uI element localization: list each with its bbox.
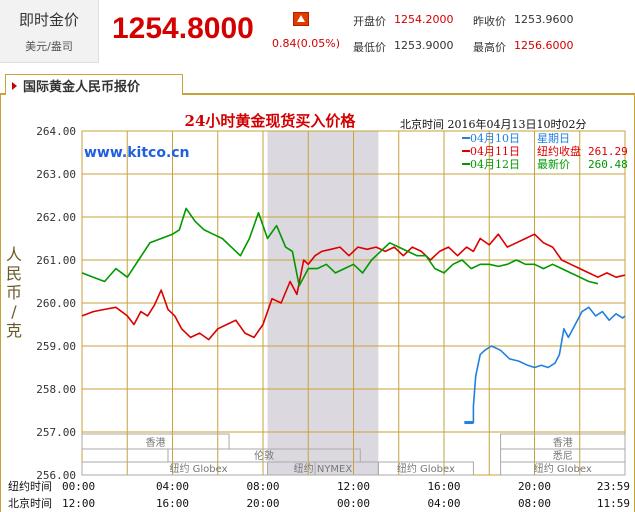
x-tick-bj: 11:59 — [597, 497, 630, 510]
quote-title: 即时金价 — [18, 11, 79, 29]
panel-border-left — [0, 95, 1, 512]
current-price: 1254.8000 — [112, 12, 254, 45]
chart-subtitle: 北京时间 2016年04月13日10时02分 — [400, 117, 586, 131]
y-tick-label: 257.00 — [36, 426, 76, 439]
y-tick-label: 262.00 — [36, 211, 76, 224]
x-tick-bj: 04:00 — [427, 497, 460, 510]
high-label: 最高价 — [473, 41, 506, 54]
row-label-ny: 纽约时间 — [8, 479, 52, 493]
y-tick-label: 259.00 — [36, 340, 76, 353]
y-axis-label-char: 币 — [6, 283, 22, 302]
session-label: 伦敦 — [254, 449, 274, 462]
x-tick-ny: 04:00 — [156, 480, 189, 493]
legend-date: 04月12日 — [470, 158, 520, 171]
open-value: 1254.2000 — [394, 13, 454, 26]
x-tick-bj: 12:00 — [62, 497, 95, 510]
x-tick-ny: 00:00 — [62, 480, 95, 493]
y-tick-label: 258.00 — [36, 383, 76, 396]
x-tick-bj: 08:00 — [518, 497, 551, 510]
y-tick-label: 260.00 — [36, 297, 76, 310]
x-tick-ny: 08:00 — [246, 480, 279, 493]
legend-value: 260.48 — [588, 158, 628, 171]
y-axis-label-char: 人 — [6, 245, 22, 264]
prev-close-label: 昨收价 — [473, 15, 506, 28]
legend-value: 261.29 — [588, 145, 628, 158]
y-tick-label: 263.00 — [36, 168, 76, 181]
watermark: www.kitco.cn — [84, 145, 190, 161]
tab-title: 国际黄金人民币报价 — [23, 80, 141, 95]
session-label: 纽约 Globex — [169, 462, 227, 475]
legend-name: 最新价 — [537, 157, 570, 171]
session-label: 纽约 Globex — [534, 462, 592, 475]
y-axis-label-char: 克 — [6, 321, 22, 340]
session-label: 纽约 NYMEX — [294, 462, 353, 475]
quote-unit: 美元/盎司 — [25, 40, 73, 53]
y-axis-label-char: 民 — [6, 264, 22, 283]
session-bar — [500, 461, 626, 476]
series-line-04月10日 — [464, 306, 626, 424]
y-axis-label-char: / — [11, 302, 17, 321]
prev-close-value: 1253.9600 — [514, 13, 574, 26]
quote-label-box — [0, 0, 99, 63]
x-tick-bj: 20:00 — [246, 497, 279, 510]
session-label: 香港 — [553, 437, 573, 449]
session-label: 悉尼 — [553, 450, 573, 462]
y-tick-label: 261.00 — [36, 254, 76, 267]
series-line-04月11日 — [81, 233, 626, 341]
price-change: 0.84(0.05%) — [272, 37, 341, 50]
session-label: 纽约 Globex — [397, 462, 455, 475]
y-tick-label: 256.00 — [36, 469, 76, 482]
legend-name: 纽约收盘 — [537, 144, 581, 158]
x-tick-bj: 00:00 — [337, 497, 370, 510]
y-tick-label: 264.00 — [36, 125, 76, 138]
series-line-04月12日 — [81, 207, 599, 287]
tab-gold-cny[interactable] — [5, 74, 183, 95]
session-label: 香港 — [146, 437, 166, 449]
tab-underline — [0, 93, 635, 95]
row-label-bj: 北京时间 — [8, 496, 52, 510]
session-bar — [81, 461, 316, 476]
x-tick-ny: 23:59 — [597, 480, 630, 493]
low-value: 1253.9000 — [394, 39, 454, 52]
low-label: 最低价 — [353, 41, 386, 54]
legend-name: 星期日 — [537, 132, 570, 145]
legend-date: 04月10日 — [470, 132, 520, 145]
session-bar — [81, 433, 230, 450]
x-tick-bj: 16:00 — [156, 497, 189, 510]
x-tick-ny: 12:00 — [337, 480, 370, 493]
chart-title: 24小时黄金现货买入价格 — [185, 112, 357, 130]
tab-arrow-icon — [12, 82, 17, 90]
up-arrow-icon — [293, 12, 309, 26]
x-tick-ny: 20:00 — [518, 480, 551, 493]
legend-date: 04月11日 — [470, 145, 520, 158]
open-label: 开盘价 — [353, 15, 386, 28]
high-value: 1256.6000 — [514, 39, 574, 52]
x-tick-ny: 16:00 — [427, 480, 460, 493]
session-bar — [377, 461, 474, 476]
